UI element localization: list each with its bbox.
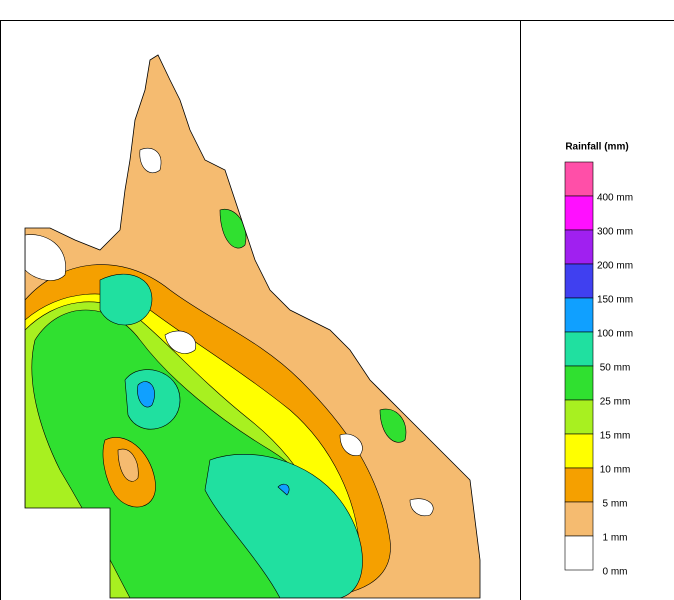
- legend-swatch: [564, 229, 594, 265]
- legend-label: 15 mm: [600, 431, 631, 442]
- legend: 400 mm 300 mm 200 mm 150 mm 100 mm 50 mm 25 mm…: [564, 161, 633, 578]
- zone-0mm: [409, 498, 434, 517]
- zone-50mm: [99, 273, 153, 326]
- zone-100mm: [137, 381, 155, 408]
- legend-label: 1 mm: [603, 533, 628, 544]
- legend-swatch: [564, 399, 594, 435]
- legend-label: 400 mm: [597, 193, 633, 204]
- legend-swatch: [564, 467, 594, 503]
- legend-swatch: [564, 433, 594, 469]
- zone-0mm: [25, 234, 66, 281]
- legend-label: 10 mm: [600, 465, 631, 476]
- legend-swatch: [564, 331, 594, 367]
- zone-25mm: [379, 408, 407, 443]
- legend-swatch: [564, 263, 594, 299]
- legend-swatch: [564, 161, 594, 197]
- legend-label: 150 mm: [597, 295, 633, 306]
- legend-label: 100 mm: [597, 329, 633, 340]
- zone-0mm: [139, 147, 162, 174]
- legend-swatch: [564, 195, 594, 231]
- state-outline: [24, 54, 481, 599]
- zone-100mm: [277, 483, 290, 496]
- zone-50mm: [204, 454, 363, 598]
- legend-label: 5 mm: [603, 499, 628, 510]
- zone-0mm: [164, 330, 197, 354]
- zone-0mm: [339, 433, 363, 456]
- legend-label: 0 mm: [603, 567, 628, 578]
- legend-label: 300 mm: [597, 227, 633, 238]
- legend-label: 50 mm: [600, 363, 631, 374]
- legend-title: Rainfall (mm): [565, 142, 628, 153]
- legend-label: 200 mm: [597, 261, 633, 272]
- legend-swatch: [564, 535, 594, 571]
- legend-swatch: [564, 365, 594, 401]
- legend-swatch: [564, 297, 594, 333]
- legend-swatch: [564, 501, 594, 537]
- zone-1mm: [117, 448, 139, 482]
- legend-label: 25 mm: [600, 397, 631, 408]
- zone-25mm: [219, 208, 247, 249]
